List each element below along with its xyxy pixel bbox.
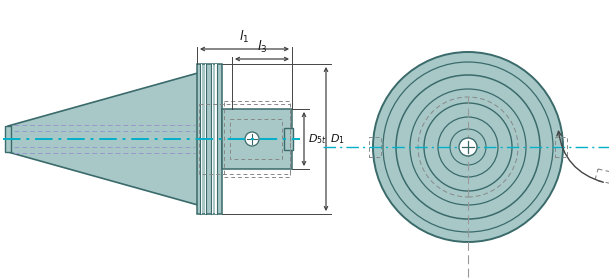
FancyArrowPatch shape	[557, 131, 604, 182]
Text: $D_1$: $D_1$	[330, 132, 345, 146]
Circle shape	[373, 52, 563, 242]
Circle shape	[245, 132, 259, 146]
Polygon shape	[197, 64, 222, 214]
Polygon shape	[5, 126, 11, 152]
Polygon shape	[205, 64, 207, 214]
Circle shape	[459, 138, 477, 156]
Text: $l_1$: $l_1$	[239, 29, 250, 45]
Text: $l_3$: $l_3$	[257, 39, 267, 55]
Bar	[369, 137, 381, 157]
Polygon shape	[284, 128, 293, 150]
Polygon shape	[200, 64, 202, 214]
Polygon shape	[222, 109, 292, 169]
Polygon shape	[215, 64, 217, 214]
Polygon shape	[211, 64, 213, 214]
Bar	[555, 137, 567, 157]
Polygon shape	[8, 71, 205, 207]
Text: $D_{5t}$: $D_{5t}$	[308, 132, 327, 146]
